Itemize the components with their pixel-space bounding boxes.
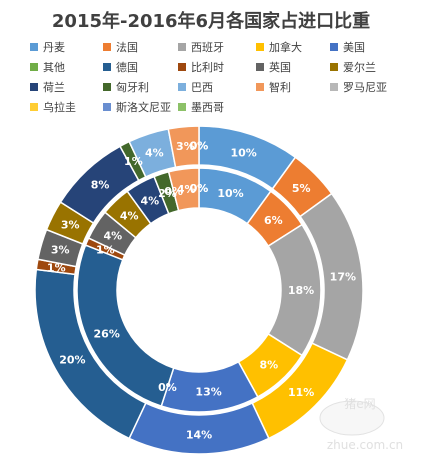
legend-swatch	[30, 83, 38, 91]
slice-label: 3%	[61, 218, 80, 231]
slice-inner	[167, 167, 200, 212]
legend-swatch	[30, 63, 38, 71]
slice-label: 4%	[120, 210, 139, 223]
legend-item: 英国	[256, 60, 291, 74]
watermark-line1: 猪e网	[344, 397, 375, 411]
slice-label: 10%	[217, 187, 243, 200]
legend-label: 德国	[116, 60, 138, 74]
legend-swatch	[256, 43, 264, 51]
slice-label: 0%	[158, 381, 177, 394]
slice-label: 2%	[158, 187, 177, 200]
slice-label: 4%	[141, 195, 160, 208]
legend-label: 智利	[269, 80, 291, 94]
legend-item: 荷兰	[30, 81, 65, 94]
donut-rings	[34, 125, 364, 455]
slice-label: 4%	[177, 183, 196, 196]
slice-labels: 10%5%17%11%14%20%1%3%3%8%1%4% 3%0%0%10%6%…	[47, 140, 356, 442]
slice-label: 8%	[91, 179, 110, 192]
slice-label: 6%	[264, 214, 283, 227]
slice-label: 18%	[288, 284, 314, 297]
legend-label: 法国	[116, 40, 138, 54]
legend-label: 墨西哥	[191, 101, 224, 114]
legend-label: 爱尔兰	[343, 61, 376, 74]
legend-swatch	[103, 63, 111, 71]
legend-swatch	[103, 43, 111, 51]
legend-swatch	[330, 83, 338, 91]
legend-label: 加拿大	[269, 40, 302, 54]
slice-label: 0%	[190, 140, 209, 153]
slice-label: 17%	[330, 270, 356, 283]
slice-label: 1%	[96, 243, 115, 256]
legend-item: 乌拉圭	[30, 100, 76, 114]
watermark-badge-icon	[319, 400, 385, 436]
legend-item: 罗马尼亚	[330, 81, 387, 94]
slice-label: 0%	[190, 182, 209, 195]
slice-outer	[167, 125, 200, 169]
chart-title: 2015年-2016年6月各国家占进口比重	[52, 10, 370, 32]
legend-label: 荷兰	[43, 81, 65, 94]
legend-item: 美国	[330, 41, 365, 54]
legend-item: 巴西	[178, 81, 213, 94]
legend-item: 匈牙利	[103, 80, 149, 94]
legend-label: 美国	[343, 41, 365, 54]
legend-item: 爱尔兰	[330, 61, 376, 74]
legend-swatch	[178, 83, 186, 91]
legend-label: 丹麦	[43, 41, 65, 54]
legend-label: 西班牙	[191, 41, 224, 54]
legend-swatch	[178, 103, 186, 111]
slice-label: 5%	[292, 182, 311, 195]
slice-label: 8%	[259, 358, 278, 371]
watermark: 猪e网 zhue.com.cn	[319, 397, 403, 452]
slice-label: 26%	[94, 327, 120, 340]
legend-swatch	[103, 83, 111, 91]
slice-label: 20%	[59, 354, 85, 367]
legend-label: 英国	[269, 60, 291, 74]
watermark-line2: zhue.com.cn	[327, 438, 403, 452]
legend-swatch	[256, 83, 264, 91]
slice-label: 0%	[190, 140, 209, 153]
legend-swatch	[178, 63, 186, 71]
slice-label: 14%	[186, 429, 212, 442]
slice-label: 0%	[190, 182, 209, 195]
slice-label: 0%	[164, 185, 183, 198]
legend-item: 比利时	[178, 61, 224, 74]
slice-label: 4%	[104, 229, 123, 242]
legend-item: 其他	[30, 61, 65, 74]
slice-label: 3%	[51, 244, 70, 257]
legend-swatch	[103, 103, 111, 111]
legend-swatch	[178, 43, 186, 51]
legend-item: 加拿大	[256, 40, 302, 54]
legend-label: 巴西	[191, 81, 213, 94]
legend-label: 其他	[43, 61, 65, 74]
slice-label: 1%	[124, 155, 143, 168]
legend-item: 智利	[256, 80, 291, 94]
legend-label: 匈牙利	[116, 80, 149, 94]
legend-label: 比利时	[191, 61, 224, 74]
legend-label: 罗马尼亚	[343, 81, 387, 94]
legend-swatch	[330, 43, 338, 51]
legend-label: 乌拉圭	[43, 100, 76, 114]
legend-item: 法国	[103, 40, 138, 54]
legend-swatch	[30, 103, 38, 111]
slice-label: 13%	[195, 386, 221, 399]
slice-label: 1%	[47, 261, 66, 274]
legend-item: 墨西哥	[178, 101, 224, 114]
legend-item: 德国	[103, 60, 138, 74]
legend-item: 西班牙	[178, 41, 224, 54]
legend-swatch	[30, 43, 38, 51]
slice-label: 11%	[288, 386, 314, 399]
slice-label: 10%	[230, 147, 256, 160]
legend-label: 斯洛文尼亚	[116, 100, 171, 114]
legend-item: 丹麦	[30, 41, 65, 54]
slice-label: 4%	[145, 147, 164, 160]
legend-item: 斯洛文尼亚	[103, 100, 171, 114]
slice-label: 3%	[176, 140, 195, 153]
legend-swatch	[256, 63, 264, 71]
legend-swatch	[330, 63, 338, 71]
